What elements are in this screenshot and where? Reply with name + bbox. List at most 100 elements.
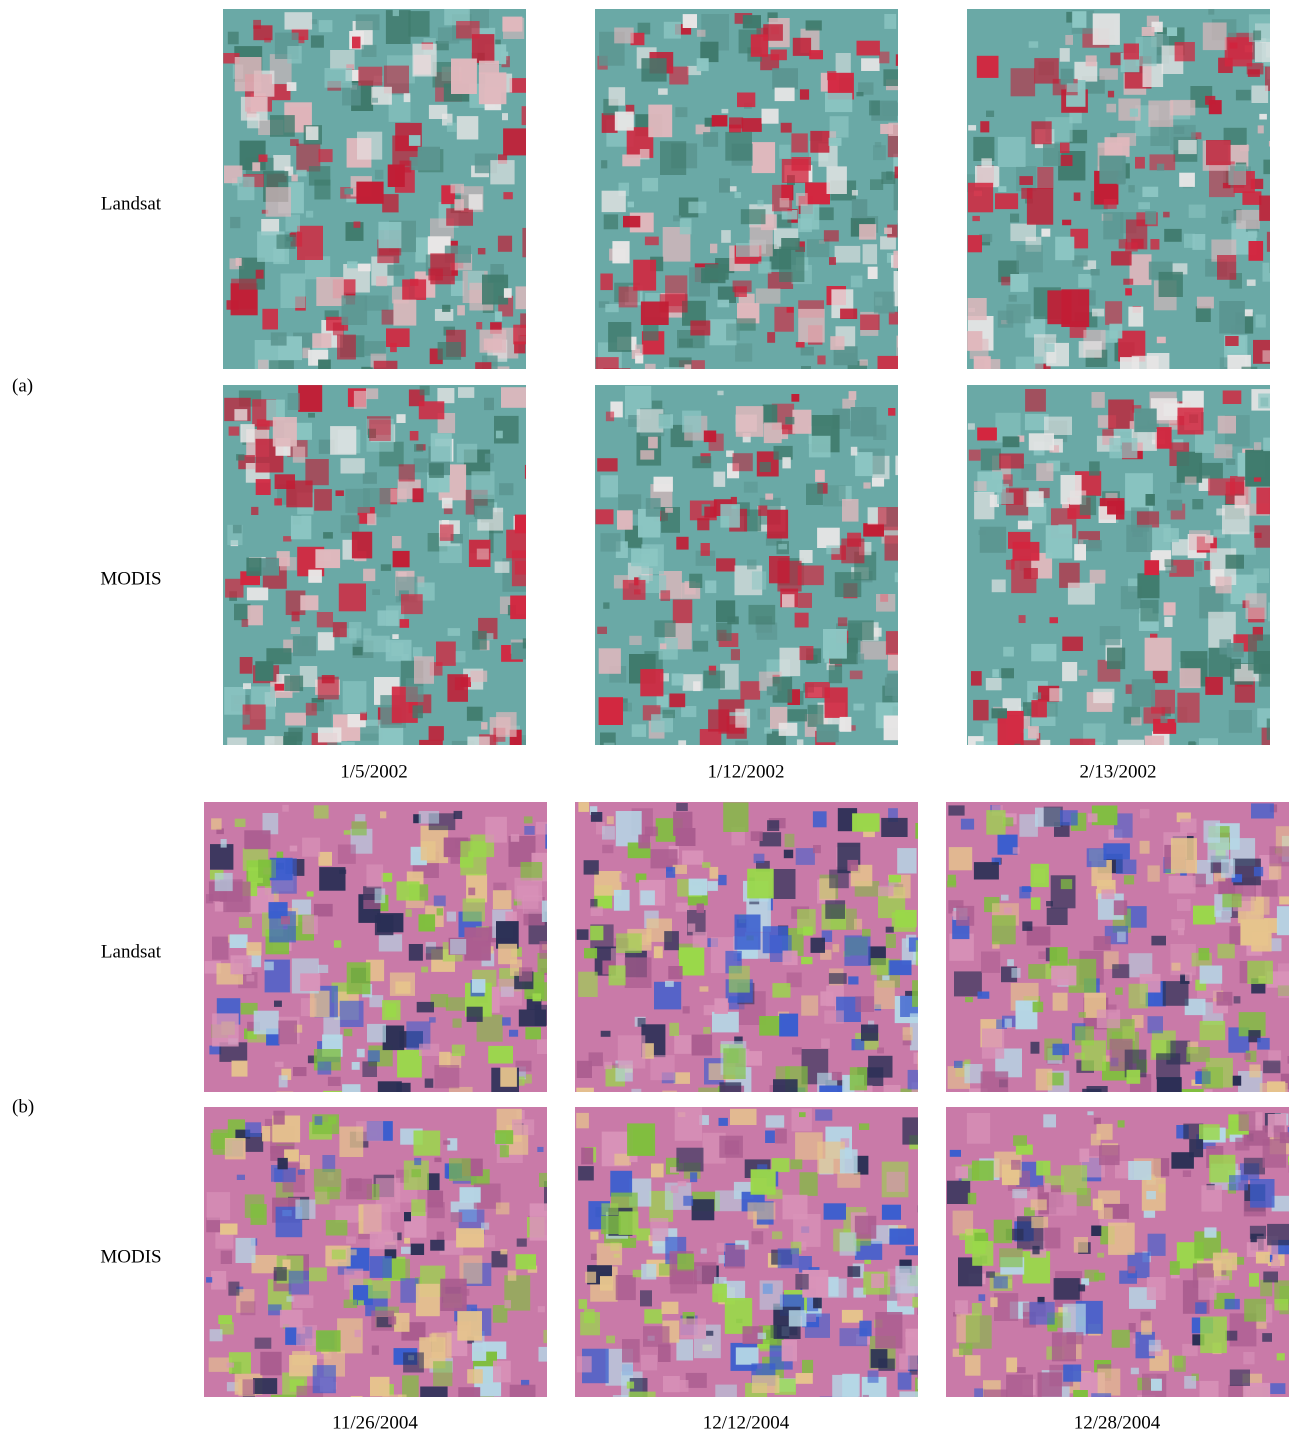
image-patch (1031, 700, 1047, 717)
image-patch (503, 192, 512, 199)
image-patch (419, 401, 445, 419)
image-patch (701, 1248, 707, 1253)
image-patch (697, 30, 706, 37)
image-patch (809, 436, 831, 458)
image-patch (800, 646, 814, 660)
image-patch (760, 832, 782, 846)
image-patch (375, 915, 394, 935)
image-patch (293, 447, 305, 463)
image-patch (765, 1131, 775, 1144)
image-patch (1167, 500, 1182, 511)
image-patch (413, 705, 423, 718)
image-patch (1108, 91, 1114, 98)
image-patch (1049, 688, 1062, 701)
image-patch (977, 56, 999, 78)
image-patch (680, 1380, 689, 1392)
image-patch (500, 1249, 507, 1254)
image-patch (1206, 140, 1231, 165)
image-patch (1038, 1372, 1062, 1396)
image-patch (419, 914, 436, 931)
image-patch (1172, 963, 1181, 971)
image-patch (426, 947, 443, 960)
image-patch (852, 813, 880, 831)
image-patch (600, 1276, 613, 1291)
image-patch (782, 210, 798, 220)
image-patch (244, 830, 270, 849)
image-patch (947, 1181, 970, 1204)
image-patch (1140, 809, 1149, 818)
image-patch (1140, 841, 1150, 854)
image-patch (274, 1001, 282, 1007)
image-patch (1151, 936, 1166, 946)
image-patch (1200, 966, 1223, 984)
image-patch (479, 61, 499, 75)
image-patch (1277, 1353, 1285, 1360)
image-patch (769, 556, 790, 583)
image-patch (246, 975, 254, 981)
image-patch (433, 1361, 452, 1386)
image-patch (242, 715, 249, 725)
image-patch (363, 1204, 390, 1234)
image-patch (285, 713, 306, 726)
image-patch (949, 847, 972, 870)
image-patch (396, 414, 405, 423)
image-patch (1200, 1381, 1219, 1403)
image-patch (285, 12, 313, 29)
image-patch (722, 109, 729, 113)
image-patch (341, 458, 365, 473)
image-patch (1129, 984, 1148, 1009)
image-patch (682, 411, 701, 433)
image-patch (577, 1356, 592, 1372)
image-patch (1225, 336, 1238, 346)
image-patch (676, 1148, 703, 1172)
image-patch (608, 322, 631, 352)
image-patch (973, 700, 989, 721)
image-patch (1137, 1395, 1155, 1412)
image-patch (1218, 416, 1236, 434)
image-patch (1061, 879, 1072, 889)
image-patch (1063, 1304, 1086, 1336)
image-patch (1118, 1120, 1125, 1127)
image-patch (1258, 125, 1264, 133)
image-patch (855, 452, 873, 476)
image-patch (623, 580, 646, 600)
image-patch (508, 1271, 517, 1281)
image-patch (646, 498, 661, 517)
image-patch (968, 1193, 977, 1205)
image-patch (742, 118, 762, 132)
image-patch (848, 976, 858, 984)
image-patch (393, 10, 399, 16)
image-patch (1249, 241, 1264, 261)
image-patch (367, 514, 376, 526)
image-patch (259, 155, 268, 162)
image-patch (874, 981, 895, 1009)
image-patch (1055, 237, 1074, 261)
satellite-image (967, 385, 1289, 773)
image-patch (829, 138, 842, 146)
image-patch (1150, 239, 1159, 250)
image-patch (977, 428, 997, 441)
image-patch (1221, 859, 1235, 878)
image-patch (1178, 408, 1204, 435)
image-patch (597, 458, 617, 471)
image-patch (1199, 948, 1210, 960)
image-patch (1012, 1189, 1027, 1198)
image-patch (1229, 710, 1252, 733)
image-patch (486, 633, 493, 640)
image-patch (493, 890, 512, 909)
image-patch (421, 967, 428, 973)
image-patch (719, 1082, 741, 1108)
image-patch (908, 1070, 924, 1090)
image-patch (576, 1113, 589, 1128)
image-patch (440, 1279, 466, 1311)
image-patch (1016, 1145, 1033, 1155)
image-patch (1263, 160, 1283, 175)
image-patch (1079, 1012, 1086, 1018)
image-patch (715, 1190, 742, 1211)
image-patch (1028, 726, 1039, 739)
image-patch (782, 457, 790, 468)
image-patch (293, 1067, 307, 1076)
image-patch (623, 216, 640, 228)
image-patch (1087, 1086, 1108, 1107)
image-patch (825, 900, 845, 919)
